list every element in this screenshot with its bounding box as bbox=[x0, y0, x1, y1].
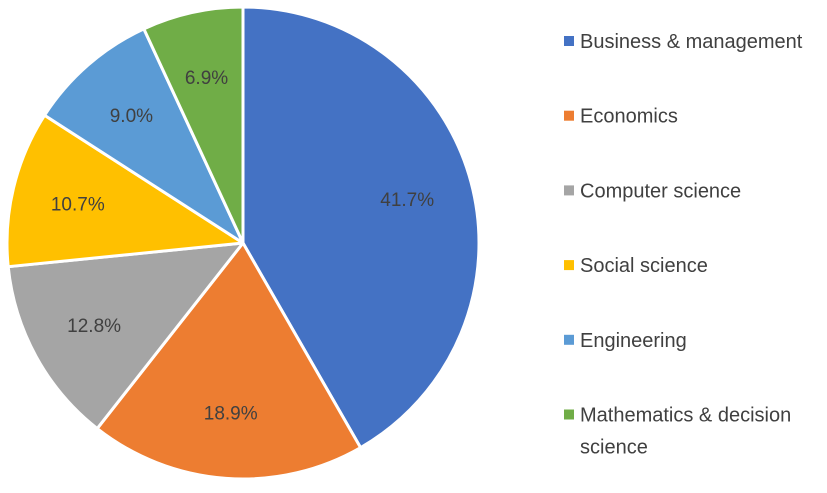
data-label-engineering: 9.0% bbox=[110, 106, 153, 127]
pie-slice-computer-science bbox=[6, 241, 245, 431]
legend-swatch-mathematics-and-decision-science bbox=[564, 409, 574, 420]
legend-item-social-science: Social science bbox=[564, 255, 708, 277]
legend-item-computer-science: Computer science bbox=[564, 180, 741, 202]
pie-slice-mathematics-and-decision-science bbox=[142, 5, 245, 245]
legend-label-engineering: Engineering bbox=[580, 330, 687, 352]
legend-label-social-science: Social science bbox=[580, 255, 708, 277]
legend-item-economics: Economics bbox=[564, 106, 678, 128]
legend-swatch-engineering bbox=[564, 334, 574, 345]
data-label-economics: 18.9% bbox=[204, 404, 258, 425]
legend-label-computer-science: Computer science bbox=[580, 180, 741, 202]
legend-label-economics: Economics bbox=[580, 106, 678, 128]
data-label-mathematics-and-decision-science: 6.9% bbox=[185, 68, 228, 89]
legend-label-mathematics-and-decision-science: Mathematics & decision science bbox=[580, 405, 791, 459]
data-label-computer-science: 12.8% bbox=[67, 316, 121, 337]
legend-label-business-and-management: Business & management bbox=[580, 31, 803, 53]
legend-swatch-computer-science bbox=[564, 185, 574, 196]
data-label-social-science: 10.7% bbox=[51, 194, 105, 215]
legend-item-mathematics-and-decision-science: Mathematics & decision science bbox=[564, 405, 791, 459]
data-label-business-and-management: 41.7% bbox=[380, 190, 434, 211]
pie-slices bbox=[5, 5, 481, 481]
legend-swatch-business-and-management bbox=[564, 36, 574, 46]
legend-item-business-and-management: Business & management bbox=[564, 31, 803, 53]
pie-slice-social-science bbox=[5, 113, 245, 269]
legend: Business & management Economics Computer s… bbox=[564, 31, 803, 459]
pie-slice-business-and-management bbox=[241, 5, 481, 450]
pie-slice-economics bbox=[95, 241, 363, 481]
legend-swatch-economics bbox=[564, 110, 574, 121]
pie-data-labels: 41.7% 18.9% 12.8% 10.7% 9.0% 6.9% bbox=[51, 68, 434, 424]
pie-slice-engineering bbox=[43, 27, 245, 245]
legend-item-engineering: Engineering bbox=[564, 330, 687, 352]
legend-swatch-social-science bbox=[564, 260, 574, 271]
